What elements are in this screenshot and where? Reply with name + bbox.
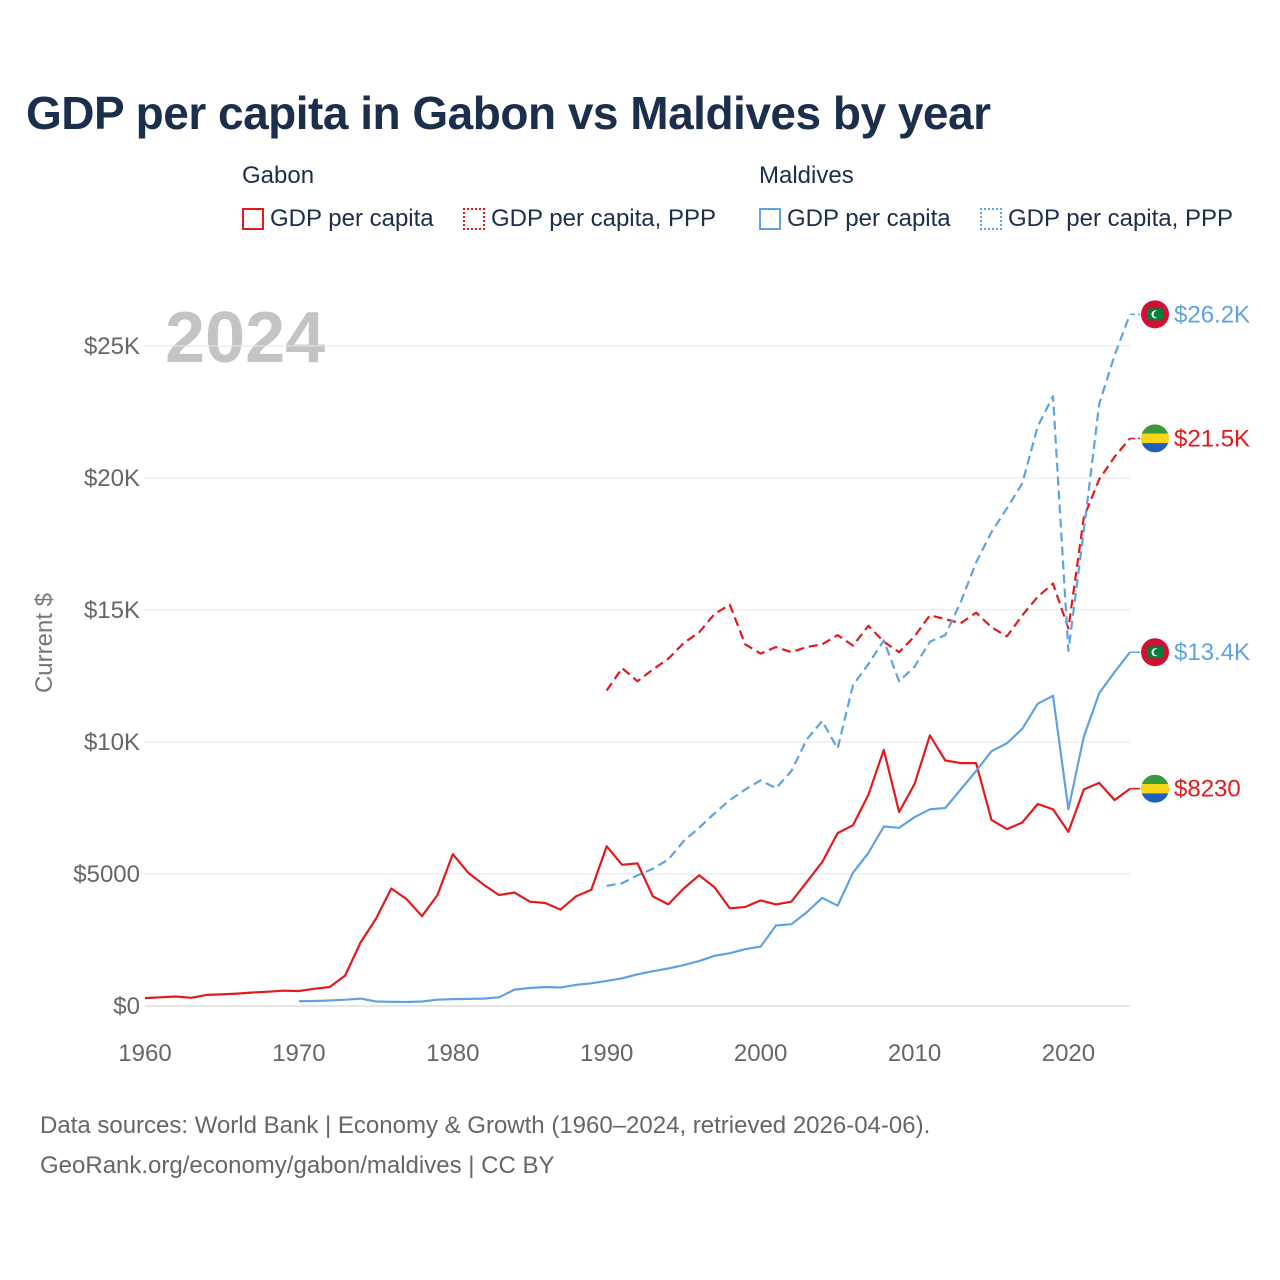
legend-swatch-solid [242, 208, 264, 230]
legend-label: GDP per capita [787, 205, 951, 232]
y-tick-label: $25K [84, 333, 140, 360]
legend-item-gabon-gdp-ppp[interactable]: GDP per capita, PPP [463, 205, 716, 233]
x-tick-label: 2010 [888, 1040, 941, 1067]
y-tick-label: $20K [84, 465, 140, 492]
legend-swatch-solid [759, 208, 781, 230]
series-line-0[interactable] [144, 734, 1131, 1000]
x-tick-label: 1960 [118, 1040, 171, 1067]
x-tick-label: 2020 [1042, 1040, 1095, 1067]
maldives-flag-icon [1141, 638, 1169, 667]
legend-label: GDP per capita [270, 205, 434, 232]
legend-group-maldives: Maldives [759, 162, 854, 189]
year-watermark: 2024 [165, 298, 325, 378]
legend-item-maldives-gdp-ppp[interactable]: GDP per capita, PPP [980, 205, 1233, 233]
legend-label: GDP per capita, PPP [491, 205, 716, 232]
end-value-label: $21.5K [1174, 425, 1250, 452]
legend-group-gabon: Gabon [242, 162, 315, 189]
sources-line-1: Data sources: World Bank | Economy & Gro… [40, 1112, 931, 1139]
legend-label: GDP per capita, PPP [1008, 205, 1233, 232]
end-value-label: $13.4K [1174, 639, 1250, 666]
end-value-label: $26.2K [1174, 301, 1250, 328]
maldives-flag-icon [1141, 300, 1169, 329]
legend-swatch-dotted [980, 208, 1002, 230]
x-tick-label: 2000 [734, 1040, 787, 1067]
sources-line-2[interactable]: GeoRank.org/economy/gabon/maldives | CC … [40, 1152, 555, 1179]
y-tick-label: $10K [84, 729, 140, 756]
gabon-flag-icon [1141, 774, 1169, 803]
legend-item-maldives-gdp[interactable]: GDP per capita [759, 205, 951, 233]
y-tick-label: $15K [84, 597, 140, 624]
series-line-3[interactable] [606, 313, 1132, 887]
end-value-label: $8230 [1174, 776, 1241, 803]
chart-title: GDP per capita in Gabon vs Maldives by y… [26, 87, 991, 139]
y-tick-label: $5000 [73, 861, 140, 888]
y-tick-label: $0 [113, 993, 140, 1020]
x-tick-label: 1970 [272, 1040, 325, 1067]
data-sources: Data sources: World Bank | Economy & Gro… [40, 1106, 930, 1186]
gabon-flag-icon [1141, 424, 1169, 453]
y-axis-label: Current $ [31, 593, 58, 693]
legend-swatch-dotted [463, 208, 485, 230]
series-line-2[interactable] [298, 651, 1131, 1004]
x-tick-label: 1990 [580, 1040, 633, 1067]
legend-item-gabon-gdp[interactable]: GDP per capita [242, 205, 434, 233]
x-tick-label: 1980 [426, 1040, 479, 1067]
series-line-1[interactable] [605, 437, 1131, 692]
